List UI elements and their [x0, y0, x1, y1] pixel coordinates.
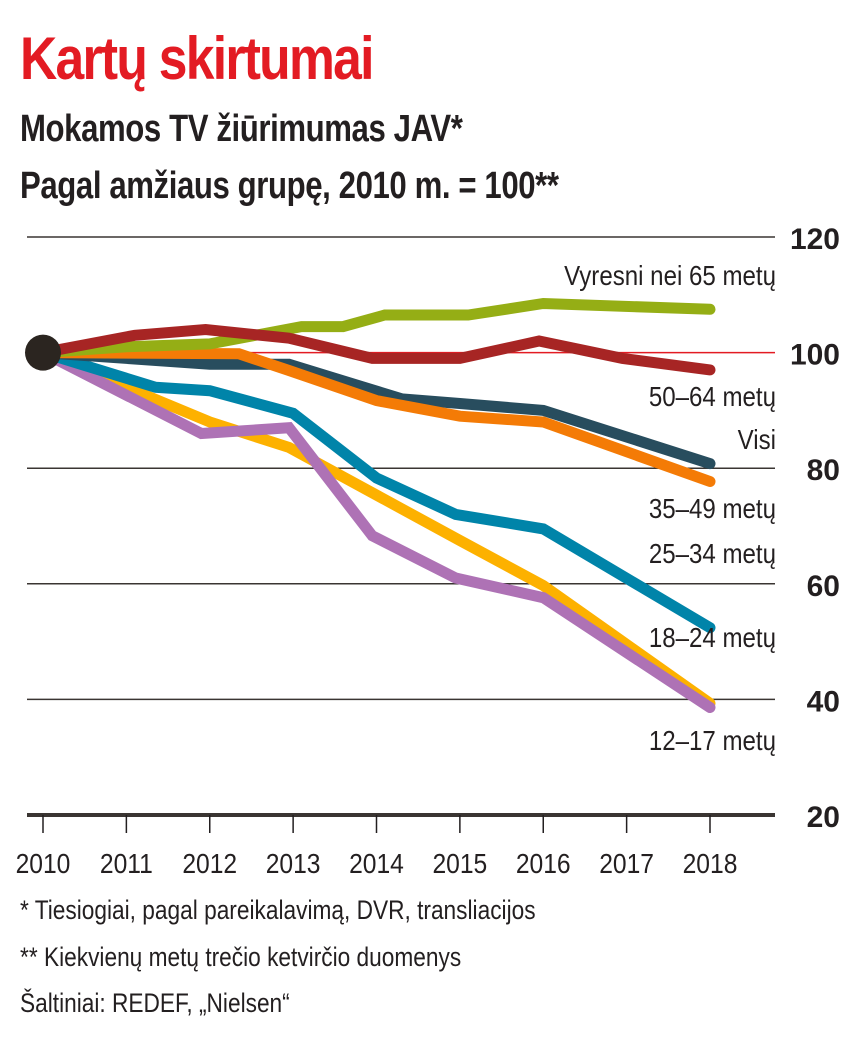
series-line-50-64-met- [37, 323, 716, 376]
series-label: 50–64 metų [649, 380, 776, 412]
footnote-1: * Tiesiogiai, pagal pareikalavimą, DVR, … [20, 895, 536, 925]
chart-title: Kartų skirtumai [20, 25, 374, 92]
series-line-35-49-met- [37, 347, 716, 487]
chart-subtitle-line1: Mokamos TV žiūrimumas JAV* [20, 108, 463, 150]
footnote-2: ** Kiekvienų metų trečio ketvirčio duome… [20, 942, 462, 972]
y-tick-label: 60 [807, 570, 840, 603]
x-tick-label: 2015 [432, 848, 487, 880]
series-label: 12–17 metų [649, 724, 776, 756]
y-tick-label: 120 [790, 223, 840, 256]
y-tick-label: 100 [790, 339, 840, 372]
series-label: 25–34 metų [649, 537, 776, 569]
x-tick-label: 2018 [683, 848, 738, 880]
x-tick-label: 2016 [516, 848, 571, 880]
series-line-18-24-met- [37, 347, 716, 634]
y-axis-labels: 120 100 80 60 40 20 [790, 223, 840, 834]
series-lines [25, 297, 716, 713]
series-line-vyresni-nei-65-met- [37, 297, 716, 359]
y-tick-label: 20 [807, 801, 840, 834]
chart-subtitle-line2: Pagal amžiaus grupę, 2010 m. = 100** [20, 165, 559, 207]
series-line-12-17-met- [37, 347, 716, 713]
x-axis: 2010 2011 2012 2013 2014 2015 2016 2017 2018 [16, 815, 738, 880]
x-tick-label: 2014 [349, 848, 404, 880]
series-line-visi [37, 347, 716, 470]
y-tick-label: 40 [807, 685, 840, 718]
series-label: Vyresni nei 65 metų [564, 259, 776, 291]
series-label: Visi [738, 423, 776, 455]
source-note: Šaltiniai: REDEF, „Nielsen“ [20, 988, 290, 1018]
x-tick-label: 2011 [100, 848, 153, 880]
x-tick-label: 2010 [16, 848, 71, 880]
x-tick-label: 2012 [182, 848, 237, 880]
series-label: 18–24 metų [649, 621, 776, 653]
x-tick-label: 2013 [266, 848, 321, 880]
y-tick-label: 80 [807, 454, 840, 487]
start-marker [25, 334, 61, 371]
series-line-25-34-met- [37, 347, 716, 709]
x-tick-label: 2017 [599, 848, 654, 880]
series-label: 35–49 metų [649, 492, 776, 524]
series-labels: Vyresni nei 65 metų 50–64 metų Visi 35–49 m… [564, 259, 776, 756]
